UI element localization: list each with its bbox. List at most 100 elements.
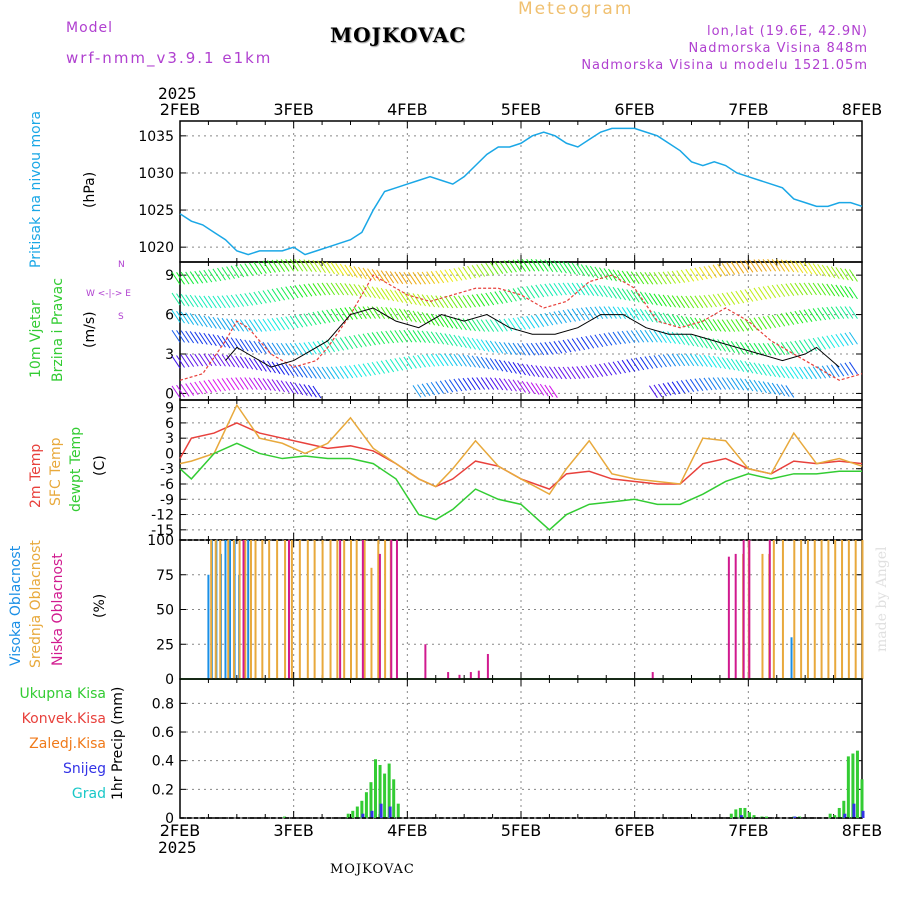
wind-barb — [467, 354, 476, 368]
wind-barb — [239, 356, 249, 369]
mid-cloud-bar — [268, 540, 271, 679]
wind-barb — [176, 330, 185, 343]
wind-barb — [671, 314, 681, 327]
wind-barb — [826, 365, 836, 378]
wind-barb — [698, 318, 708, 331]
wind-barb — [394, 271, 404, 285]
wind-barb — [771, 365, 781, 378]
wind-barb — [785, 312, 795, 325]
precip-total-bar — [355, 806, 359, 818]
wind-barb — [776, 365, 786, 379]
wind-barb — [817, 307, 827, 321]
wind-barb — [430, 353, 440, 367]
wind-barb — [385, 270, 395, 284]
wind-barb — [371, 269, 381, 282]
wind-barb — [412, 385, 422, 398]
wind-barb — [357, 284, 367, 298]
wind-barb — [285, 258, 295, 272]
wind-barb — [303, 283, 313, 297]
wind-barb — [403, 291, 413, 305]
wind-barb — [630, 330, 640, 343]
wind-barb — [498, 378, 508, 391]
wind-barb — [330, 308, 340, 322]
wind-barb — [444, 315, 454, 329]
wind-barb — [458, 267, 467, 280]
wind-barb — [321, 366, 331, 380]
wind-barb — [226, 295, 235, 308]
wind-barb — [621, 270, 631, 284]
wind-barb — [453, 378, 463, 392]
wind-barb — [712, 294, 722, 307]
wind-barb — [780, 283, 790, 297]
wind-barb — [380, 331, 390, 344]
wind-barb — [662, 294, 672, 308]
wind-barb — [326, 309, 336, 323]
panel-0: 1020 1025 1030 1035 — [138, 120, 863, 263]
wind-barb — [598, 284, 608, 298]
wind-barb — [758, 259, 767, 272]
wind-barb — [508, 361, 517, 374]
wind-barb — [476, 377, 486, 390]
wind-barb — [244, 339, 254, 353]
precip-total-bar — [378, 764, 382, 818]
wind-barb — [330, 338, 340, 352]
wind-barb — [676, 295, 686, 309]
wind-barb — [221, 295, 231, 308]
wind-barb — [603, 285, 613, 299]
wind-barb — [726, 357, 736, 371]
wind-barb — [435, 314, 445, 328]
wind-barb — [689, 378, 699, 392]
wind-barb — [762, 381, 772, 394]
mid-cloud-bar — [827, 540, 830, 679]
x-tick-label-top: 6FEB — [614, 100, 654, 119]
wind-barb — [180, 271, 190, 285]
wind-barb — [453, 295, 463, 309]
low-cloud-bar — [742, 540, 745, 679]
wind-barb — [585, 365, 595, 378]
wind-barb — [171, 292, 181, 306]
wind-barb — [498, 318, 508, 332]
mid-cloud-bar — [298, 540, 301, 679]
wind-barb — [780, 259, 790, 272]
precip-legend-total: Ukupna Kisa — [19, 686, 106, 702]
wind-barb — [198, 314, 208, 328]
wind-barb — [357, 364, 367, 377]
wind-barb — [630, 271, 640, 284]
wind-barb — [444, 353, 454, 367]
low-cloud-bar — [287, 540, 290, 679]
wind-barb — [317, 260, 326, 274]
wind-barb — [762, 363, 772, 377]
wind-barb — [276, 362, 285, 375]
station-title: MOJKOVAC — [330, 23, 467, 47]
wind-barb — [512, 379, 522, 393]
wind-barb — [749, 361, 758, 375]
precip-snow-bar — [843, 813, 847, 818]
wind-barb — [448, 316, 458, 330]
precip-total-bar — [860, 779, 864, 818]
wind-barb — [521, 316, 531, 330]
lonlat-label: lon,lat (19.6E, 42.9N) — [707, 24, 868, 39]
panel-4: 0 0.2 0.4 0.6 0.8 — [152, 678, 865, 827]
model-altitude-label: Nadmorska Visina u modelu 1521.05m — [581, 58, 868, 73]
wind-barb — [476, 338, 486, 352]
wind-barb — [535, 383, 545, 396]
wind-barb — [626, 307, 636, 320]
wind-barb — [471, 337, 481, 351]
wind-barb — [535, 342, 545, 356]
wind-barb — [289, 381, 299, 395]
wind-barb — [444, 269, 454, 283]
y-tick-label: 1020 — [138, 240, 174, 256]
wind-barb — [317, 311, 326, 324]
wind-barb — [271, 361, 281, 375]
wind-barb — [185, 271, 195, 285]
y-tick-label: 9 — [165, 268, 174, 284]
wind-barb — [653, 384, 663, 398]
wind-barb — [689, 334, 699, 348]
wind-barb — [180, 384, 190, 397]
wind-barb — [530, 342, 540, 356]
wind-barb — [785, 385, 795, 398]
wind-barb — [344, 264, 354, 278]
wind-barb — [376, 287, 386, 300]
mid-cloud-bar — [834, 540, 837, 679]
x-tick-label-bottom: 3FEB — [273, 821, 313, 840]
